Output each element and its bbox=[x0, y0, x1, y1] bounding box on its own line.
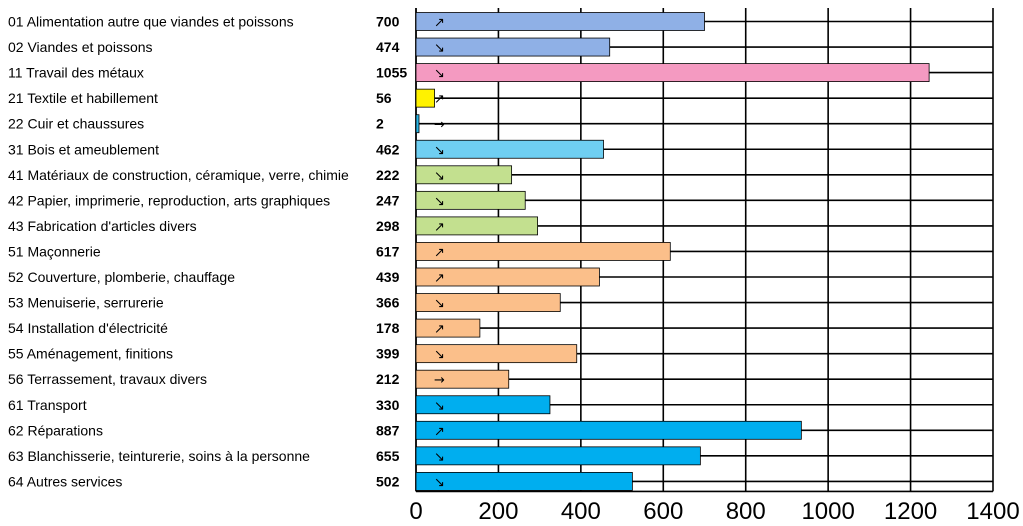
x-tick-label: 1200 bbox=[884, 498, 937, 525]
category-label: 11 Travail des métaux bbox=[8, 65, 144, 81]
bar bbox=[415, 242, 671, 261]
bar bbox=[415, 165, 513, 185]
category-label: 43 Fabrication d'articles divers bbox=[8, 218, 197, 234]
trend-arrow-icon: ↗ bbox=[434, 271, 445, 286]
bar bbox=[415, 139, 604, 159]
data-label: 178 bbox=[376, 320, 400, 336]
bar bbox=[415, 267, 600, 287]
trend-arrow-icon: ↗ bbox=[434, 424, 445, 439]
x-tick-label: 0 bbox=[409, 498, 422, 525]
data-label: 439 bbox=[376, 269, 400, 285]
category-label: 56 Terrassement, travaux divers bbox=[8, 371, 207, 387]
category-label: 62 Réparations bbox=[8, 422, 103, 438]
x-tick-label: 400 bbox=[561, 498, 601, 525]
trend-arrow-icon: ↗ bbox=[434, 220, 445, 235]
x-tick-label: 1400 bbox=[966, 498, 1019, 525]
category-label: 63 Blanchisserie, teinturerie, soins à l… bbox=[8, 448, 310, 464]
trend-arrow-icon: ↘ bbox=[434, 67, 445, 82]
data-label: 247 bbox=[376, 192, 400, 208]
trend-arrow-icon: ↘ bbox=[434, 169, 445, 184]
category-label: 42 Papier, imprimerie, reproduction, art… bbox=[8, 192, 330, 208]
category-label: 02 Viandes et poissons bbox=[8, 39, 153, 55]
data-label: 617 bbox=[376, 243, 400, 259]
bar bbox=[415, 344, 578, 364]
data-label: 366 bbox=[376, 295, 400, 311]
category-label: 31 Bois et ameublement bbox=[8, 141, 159, 157]
trend-arrow-icon: ↘ bbox=[434, 348, 445, 363]
bar bbox=[415, 216, 538, 236]
data-label: 502 bbox=[376, 473, 400, 489]
trend-arrow-icon: ↗ bbox=[434, 92, 445, 107]
bar bbox=[415, 318, 481, 338]
category-label: 52 Couverture, plomberie, chauffage bbox=[8, 269, 235, 285]
x-tick-label: 600 bbox=[643, 498, 683, 525]
category-label: 51 Maçonnerie bbox=[8, 243, 101, 259]
bar bbox=[415, 420, 802, 440]
category-label: 55 Aménagement, finitions bbox=[8, 346, 173, 362]
trend-arrow-icon: ↗ bbox=[434, 16, 445, 31]
x-tick-label: 200 bbox=[478, 498, 518, 525]
bar bbox=[415, 446, 701, 466]
bar bbox=[415, 471, 633, 491]
bar bbox=[415, 63, 930, 82]
category-label: 64 Autres services bbox=[8, 473, 122, 489]
category-label: 53 Menuiserie, serrurerie bbox=[8, 295, 164, 311]
data-label: 222 bbox=[376, 167, 400, 183]
category-label: 61 Transport bbox=[8, 397, 87, 413]
category-label: 22 Cuir et chaussures bbox=[8, 116, 144, 132]
bar bbox=[415, 369, 510, 389]
data-label: 212 bbox=[376, 371, 400, 387]
data-label: 2 bbox=[376, 116, 384, 132]
trend-arrows: ↗ ↘ ↘ ↗ → ↘ ↘ ↘ ↗ ↗ ↗ ↘ ↗ ↘ → ↘ ↗ ↘ ↘ bbox=[434, 16, 445, 491]
x-axis-ticks: 0 200 400 600 800 1000 1200 1400 bbox=[409, 498, 1019, 525]
data-label: 56 bbox=[376, 90, 392, 106]
category-label: 54 Installation d'électricité bbox=[8, 320, 168, 336]
data-label: 330 bbox=[376, 397, 400, 413]
bar bbox=[415, 37, 611, 57]
bar bbox=[415, 88, 435, 108]
trend-arrow-icon: ↘ bbox=[434, 297, 445, 312]
bar bbox=[415, 293, 561, 312]
trend-arrow-icon: → bbox=[434, 118, 445, 133]
data-label: 887 bbox=[376, 422, 400, 438]
category-label: 01 Alimentation autre que viandes et poi… bbox=[8, 14, 294, 30]
trend-arrow-icon: ↘ bbox=[434, 399, 445, 414]
value-labels: 700 474 1055 56 2 462 222 247 298 617 439 366 178 399… bbox=[376, 14, 407, 490]
bar bbox=[415, 114, 420, 134]
trend-arrow-icon: ↗ bbox=[434, 245, 445, 260]
data-label: 655 bbox=[376, 448, 400, 464]
bar bbox=[415, 395, 551, 415]
bars bbox=[415, 12, 930, 491]
data-label: 474 bbox=[376, 39, 400, 55]
trend-arrow-icon: ↘ bbox=[434, 475, 445, 490]
trend-arrow-icon: ↘ bbox=[434, 194, 445, 209]
data-label: 462 bbox=[376, 141, 400, 157]
data-label: 1055 bbox=[376, 65, 407, 81]
trend-arrow-icon: → bbox=[434, 373, 445, 388]
trend-arrow-icon: ↘ bbox=[434, 143, 445, 158]
category-label: 41 Matériaux de construction, céramique,… bbox=[8, 167, 349, 183]
category-labels: 01 Alimentation autre que viandes et poi… bbox=[8, 14, 349, 490]
x-tick-label: 800 bbox=[726, 498, 766, 525]
data-label: 700 bbox=[376, 14, 400, 30]
bar bbox=[415, 12, 705, 31]
trend-arrow-icon: ↘ bbox=[434, 41, 445, 56]
trend-arrow-icon: ↘ bbox=[434, 450, 445, 465]
category-label: 21 Textile et habillement bbox=[8, 90, 158, 106]
data-label: 399 bbox=[376, 346, 400, 362]
bar bbox=[415, 190, 526, 210]
x-tick-label: 1000 bbox=[801, 498, 854, 525]
data-label: 298 bbox=[376, 218, 400, 234]
trend-arrow-icon: ↗ bbox=[434, 322, 445, 337]
